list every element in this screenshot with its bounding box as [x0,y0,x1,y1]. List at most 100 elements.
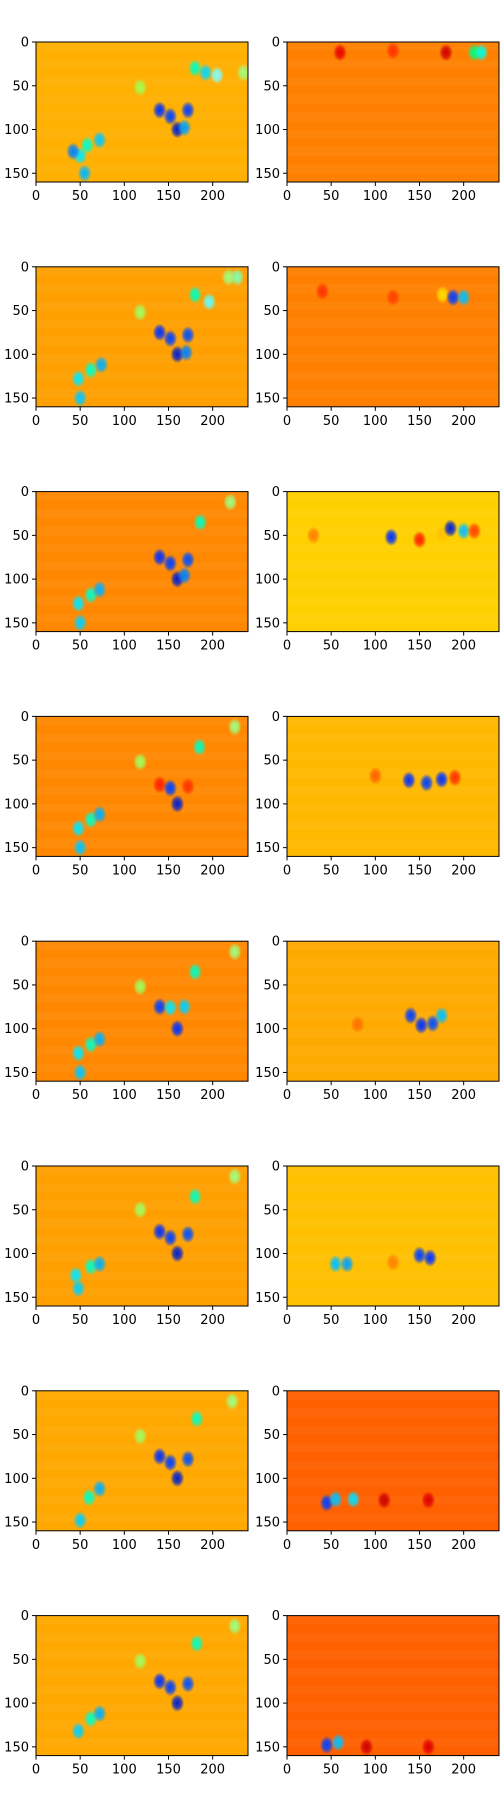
heatmap-band [287,976,499,985]
x-tick-label: 0 [32,639,40,654]
axes-frame [286,491,500,633]
heatmap-blob [227,717,242,736]
heatmap-band [287,1720,499,1730]
heatmap-blob [66,142,81,161]
y-tick-label: 150 [4,1516,29,1531]
heatmap-field [287,491,499,632]
heatmap-blob [92,1255,107,1273]
heatmap-blob [71,369,86,388]
heatmap-blob [83,361,98,380]
heatmap-field [287,941,499,1082]
x-tick-label: 50 [72,1313,89,1328]
heatmap-blob [474,43,489,62]
heatmap-background [36,1390,248,1531]
heatmap-blob [77,164,92,182]
heatmap-blob [435,285,450,304]
x-tick-label: 100 [112,1538,137,1553]
heatmap-blob [73,1063,88,1082]
heatmap-blob [133,1652,148,1671]
y-tick-label: 50 [263,978,280,993]
heatmap-band [36,147,248,156]
heatmap-band [287,1460,499,1470]
heatmap-band [287,716,499,726]
heatmap-band [287,1685,499,1695]
axes-frame [286,41,500,183]
heatmap-blob [188,285,202,304]
x-tick-label: 200 [451,1088,476,1103]
x-tick-label: 0 [32,1313,40,1328]
x-tick-label: 50 [323,639,340,654]
axes-frame [286,940,500,1082]
x-tick-label: 100 [112,639,137,654]
y-tick-label: 100 [4,1022,29,1037]
heatmap-blob [333,43,347,62]
y-tick-label: 150 [4,167,29,182]
x-tick-label: 150 [407,189,432,204]
y-tick-label: 100 [4,1472,29,1487]
x-tick-label: 150 [156,1538,181,1553]
x-tick-label: 0 [283,1313,291,1328]
heatmap-band [287,751,499,761]
axes-frame [35,41,249,183]
x-tick-label: 150 [156,639,181,654]
heatmap-blob [230,268,245,287]
heatmap-band [287,1615,499,1625]
heatmap-field [287,1166,499,1306]
heatmap-panel-r5c2: 0 50 100 150 200 0 50 100 150 [255,935,500,1103]
y-tick-label: 0 [21,260,29,275]
heatmap-blob [331,1733,346,1752]
x-tick-label: 50 [323,414,340,429]
y-tick-label: 100 [255,1022,280,1037]
y-tick-label: 50 [263,529,280,544]
heatmap-band [36,266,248,276]
y-tick-label: 150 [255,841,280,856]
heatmap-band [287,1425,499,1435]
y-tick-label: 0 [21,485,29,500]
heatmap-field [287,266,499,407]
heatmap-blob [189,1409,204,1428]
heatmap-blob [163,1678,178,1697]
heatmap-band [287,733,499,743]
x-tick-label: 200 [200,414,225,429]
heatmap-blob [434,1006,449,1025]
axes-frame [286,266,500,408]
heatmap-background [287,1615,499,1756]
heatmap-field [287,716,499,857]
x-tick-label: 0 [32,1763,40,1778]
heatmap-blob [443,519,458,538]
heatmap-band [287,1236,499,1245]
heatmap-band [287,768,499,778]
heatmap-blob [227,1617,242,1636]
heatmap-band [36,336,248,346]
heatmap-background [287,491,499,632]
x-tick-label: 100 [112,1763,137,1778]
heatmap-blob [180,1674,195,1693]
heatmap-blob [163,779,178,798]
heatmap-band [287,354,499,364]
x-tick-label: 50 [72,639,89,654]
heatmap-blob [170,1694,185,1713]
y-tick-label: 150 [255,1740,280,1755]
heatmap-band [287,1288,499,1298]
x-tick-label: 150 [407,1313,432,1328]
heatmap-band [36,129,248,139]
heatmap-band [36,354,248,364]
x-tick-label: 0 [283,1763,291,1778]
x-tick-label: 50 [72,414,89,429]
heatmap-band [36,1685,248,1695]
heatmap-blob [92,580,107,599]
x-tick-label: 150 [156,863,181,878]
heatmap-band [287,941,499,950]
x-tick-label: 50 [323,863,340,878]
heatmap-band [36,803,248,813]
heatmap-panel-r8c1: 0 50 100 150 200 0 50 100 150 [4,1609,249,1778]
y-tick-label: 100 [255,1247,280,1262]
y-tick-label: 50 [12,529,29,544]
heatmap-blob [227,1167,242,1186]
heatmap-band [36,526,248,536]
y-tick-label: 100 [4,1247,29,1262]
heatmap-band [36,1720,248,1730]
heatmap-blob [92,805,107,824]
heatmap-blob [170,1469,185,1488]
heatmap-band [36,1183,248,1193]
